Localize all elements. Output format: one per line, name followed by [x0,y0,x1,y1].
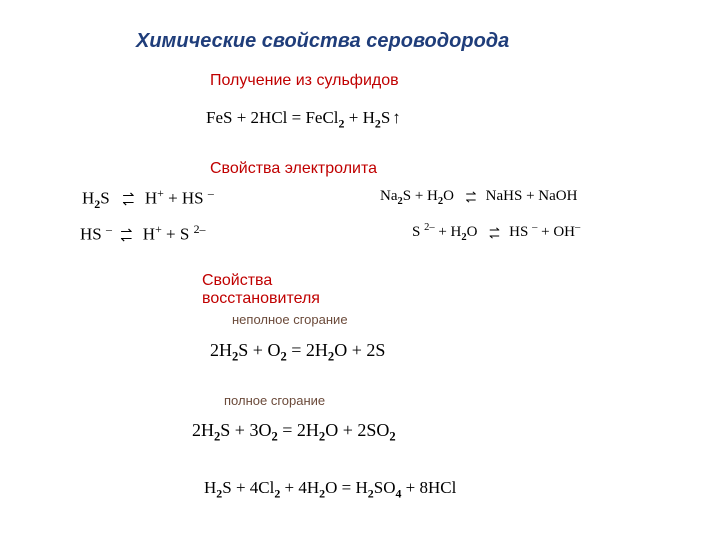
equation-chlorine: H2S + 4Cl2 + 4H2O = H2SO4 + 8HCl [204,478,456,501]
section-preparation: Получение из сульфидов [210,72,399,90]
note-complete: полное сгорание [224,393,325,408]
section-electrolyte: Свойства электролита [210,160,377,178]
equation-combustion-partial: 2H2S + O2 = 2H2O + 2S [210,340,385,365]
equation-hydrolysis-1: Na2S + H2O ⇀↽ NaHS + NaOH [380,188,577,207]
equation-dissoc-2: HS – ⇀↽ H+ + S 2– [80,222,205,245]
note-incomplete: неполное сгорание [232,312,348,327]
page-title: Химические свойства сероводорода [136,30,509,53]
equation-preparation: FeS + 2HCl = FeCl2 + H2S↑ [206,108,401,131]
equation-combustion-full: 2H2S + 3O2 = 2H2O + 2SO2 [192,420,396,445]
equation-dissoc-1: H2S ⇀↽ H+ + HS – [82,186,214,212]
equation-hydrolysis-2: S 2– + H2O ⇀↽ HS – + OH– [412,222,580,243]
section-reducer: Свойства восстановителя [202,272,372,308]
